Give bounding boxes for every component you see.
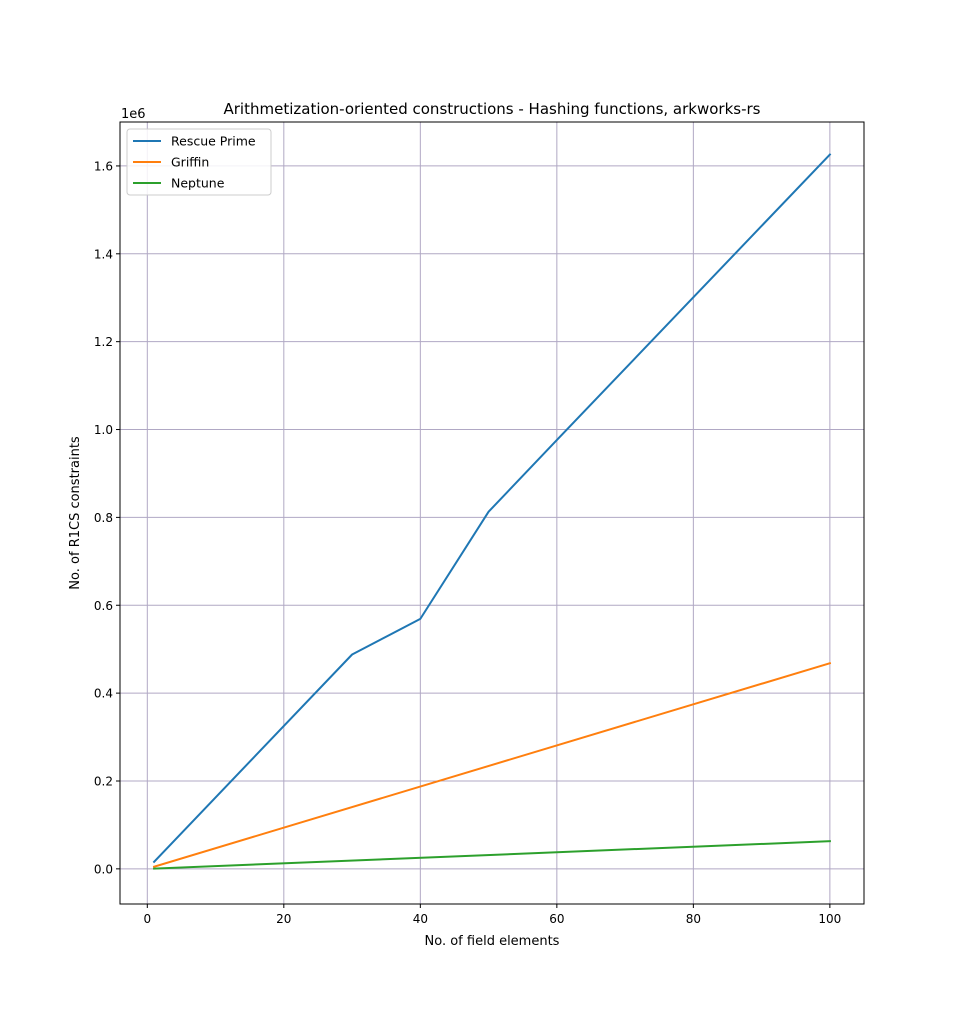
y-tick-label: 0.6 — [94, 599, 113, 613]
legend-label-rescue-prime: Rescue Prime — [171, 134, 256, 149]
y-tick-label: 1.2 — [94, 335, 113, 349]
x-tick-label: 100 — [818, 912, 841, 926]
legend: Rescue Prime Griffin Neptune — [126, 128, 272, 196]
x-tick-label: 0 — [143, 912, 151, 926]
series-line-neptune — [153, 840, 831, 870]
x-tick-label: 60 — [549, 912, 564, 926]
x-tick-label: 40 — [413, 912, 428, 926]
grid — [120, 122, 864, 904]
y-tick-label: 1.6 — [94, 159, 113, 173]
y-axis-label: No. of R1CS constraints — [68, 436, 83, 590]
series-lines — [152, 153, 832, 870]
y-axis-scale-label: 1e6 — [121, 107, 146, 122]
y-tick-label: 1.4 — [94, 247, 113, 261]
x-tick-label: 20 — [276, 912, 291, 926]
y-tick-label: 0.8 — [94, 511, 113, 525]
plot-frame — [119, 121, 865, 905]
series-line-griffin — [152, 661, 832, 868]
axis-ticks: 0 20 40 60 80 100 0.0 0.2 0.4 0.6 0.8 1.0 1.2 1.4 1.6 — [94, 159, 841, 926]
legend-box — [126, 128, 272, 196]
x-axis-label: No. of field elements — [425, 934, 560, 949]
x-tick-label: 80 — [686, 912, 701, 926]
y-tick-label: 0.2 — [94, 774, 113, 788]
y-tick-label: 1.0 — [94, 423, 113, 437]
series-line-rescue-prime — [152, 153, 832, 864]
y-tick-label: 0.0 — [94, 862, 113, 876]
y-tick-label: 0.4 — [94, 687, 113, 701]
legend-label-neptune: Neptune — [171, 176, 225, 191]
legend-label-griffin: Griffin — [171, 155, 209, 170]
chart-title: Arithmetization-oriented constructions -… — [224, 100, 761, 118]
